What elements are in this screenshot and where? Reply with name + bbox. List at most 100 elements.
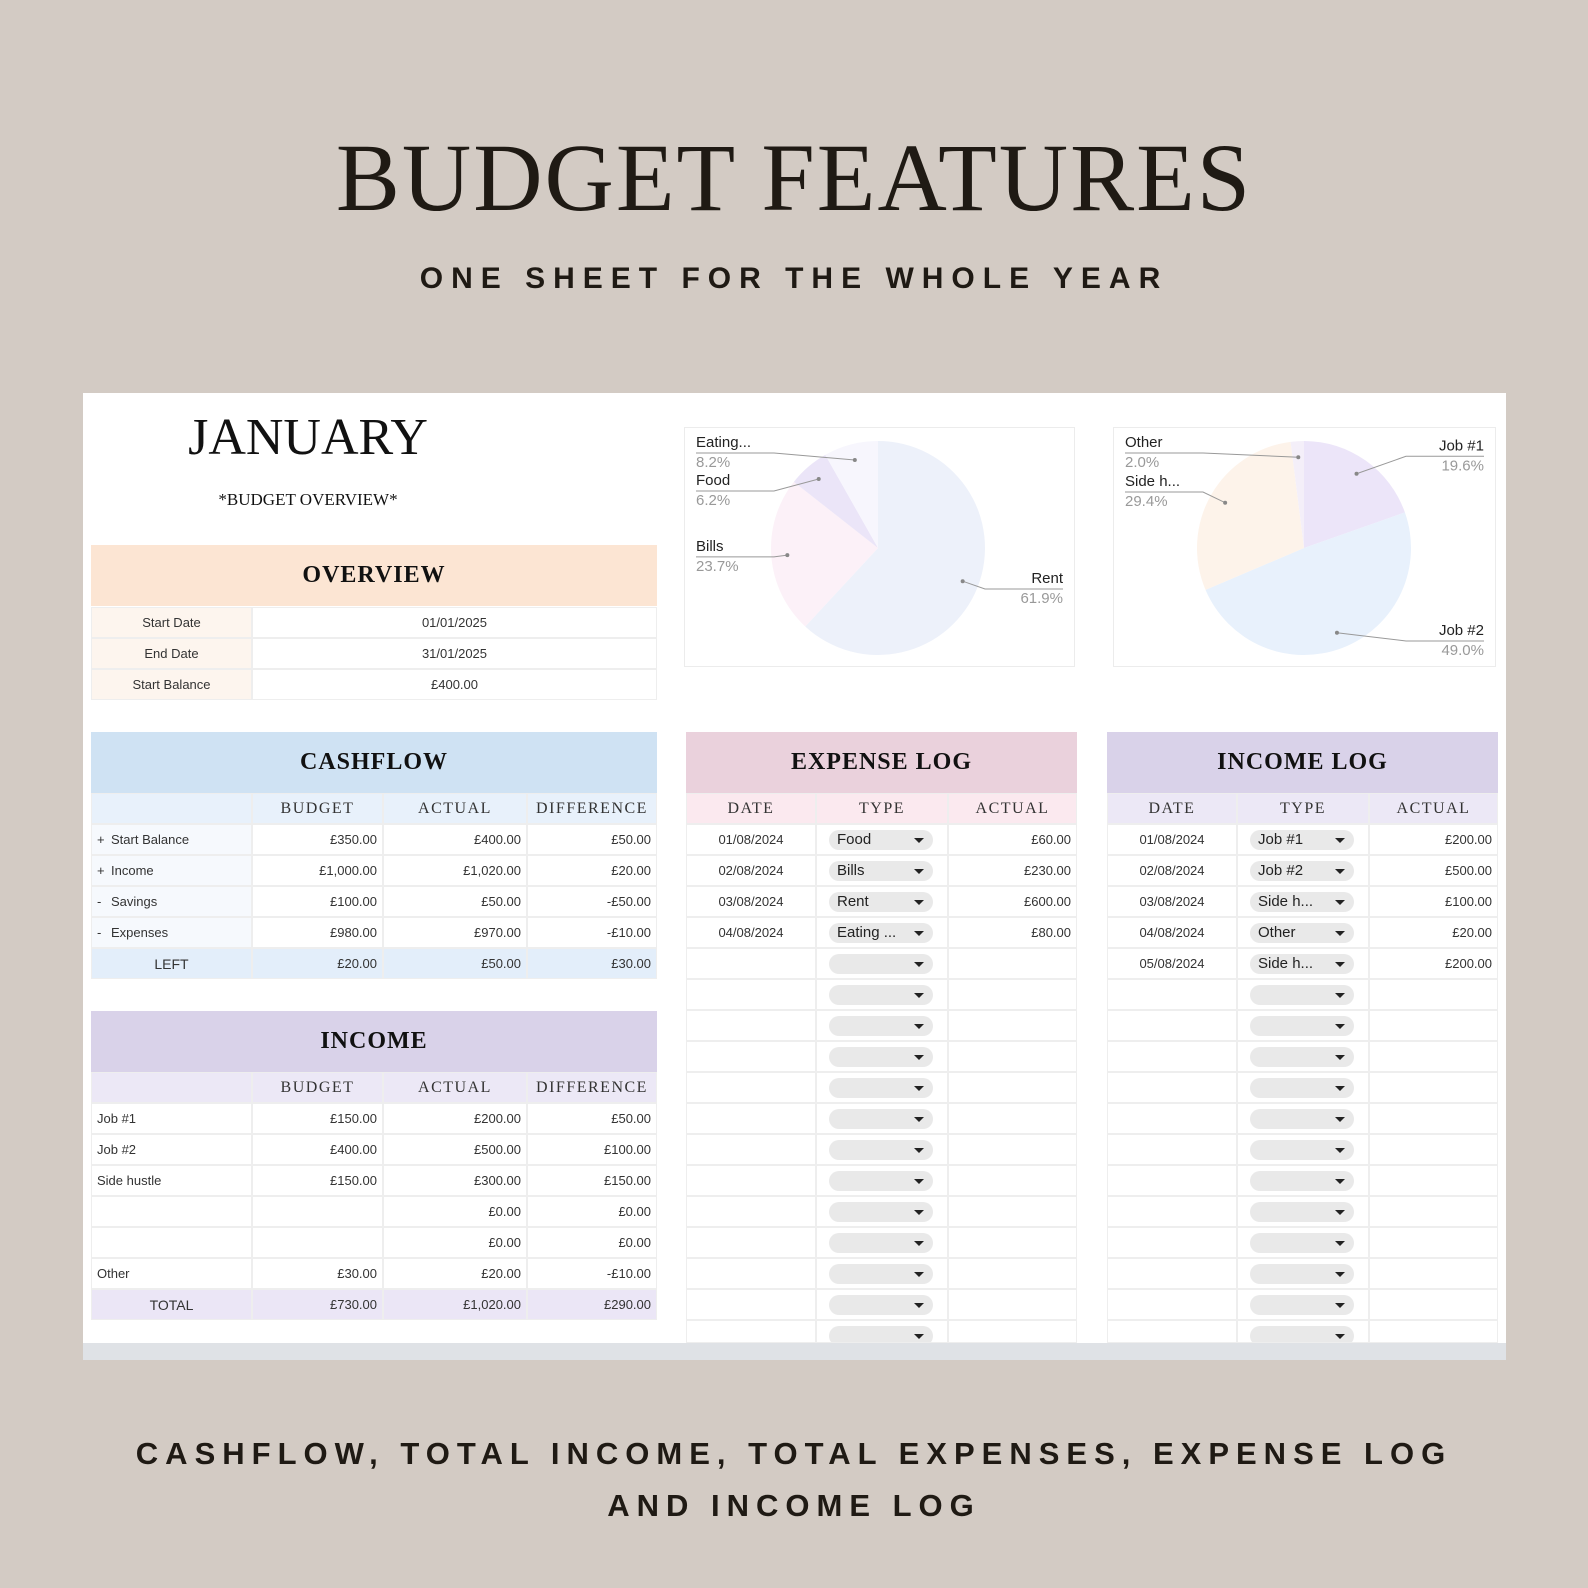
type-dropdown[interactable]	[1250, 1171, 1354, 1191]
row-label: + Income	[91, 855, 252, 886]
row-value: £400.00	[383, 824, 527, 855]
type-dropdown[interactable]	[1250, 1016, 1354, 1036]
type-dropdown[interactable]	[829, 1326, 933, 1342]
type-dropdown[interactable]	[829, 1078, 933, 1098]
type-dropdown[interactable]	[829, 1202, 933, 1222]
row-label: - Savings	[91, 886, 252, 917]
type-dropdown[interactable]	[1250, 1326, 1354, 1342]
log-date: 02/08/2024	[1107, 855, 1237, 886]
row-label-text: Income	[111, 863, 154, 878]
row-value: £0.00	[527, 1196, 657, 1227]
type-dropdown[interactable]	[829, 985, 933, 1005]
log-actual	[948, 1289, 1077, 1320]
dropdown-value: Job #2	[1258, 862, 1304, 879]
pie-slice	[1205, 512, 1411, 656]
row-value: £150.00	[252, 1165, 383, 1196]
log-type	[1237, 1165, 1369, 1196]
dropdown-arrow	[1335, 962, 1345, 967]
type-dropdown[interactable]	[1250, 1295, 1354, 1315]
log-actual	[948, 979, 1077, 1010]
dropdown-arrow	[1335, 931, 1345, 936]
leader-line	[696, 554, 788, 558]
type-dropdown[interactable]	[829, 1264, 933, 1284]
log-date	[686, 1289, 816, 1320]
dropdown-arrow	[1335, 993, 1345, 998]
type-dropdown[interactable]	[829, 1233, 933, 1253]
type-dropdown[interactable]: Food	[829, 830, 933, 850]
row-sign: -	[97, 894, 102, 909]
overview-value: 01/01/2025	[252, 607, 657, 638]
slice-label: Job #2	[1439, 622, 1484, 639]
type-dropdown[interactable]	[829, 1109, 933, 1129]
dropdown-arrow	[914, 1272, 924, 1277]
pie-slice	[805, 441, 985, 655]
log-actual	[1369, 1320, 1498, 1343]
dropdown-arrow	[914, 900, 924, 905]
log-type	[816, 1258, 948, 1289]
log-type: Bills	[816, 855, 948, 886]
type-dropdown[interactable]	[829, 1047, 933, 1067]
log-actual	[948, 1041, 1077, 1072]
type-dropdown[interactable]: Bills	[829, 861, 933, 881]
log-actual: £20.00	[1369, 917, 1498, 948]
type-dropdown[interactable]: Eating ...	[829, 923, 933, 943]
column-header: DIFFERENCE	[527, 793, 657, 824]
section-title: CASHFLOW	[91, 732, 657, 793]
row-value: £300.00	[383, 1165, 527, 1196]
log-date	[686, 1041, 816, 1072]
log-date	[1107, 1072, 1237, 1103]
log-date: 01/08/2024	[1107, 824, 1237, 855]
log-date	[1107, 1258, 1237, 1289]
dropdown-arrow	[1335, 1303, 1345, 1308]
type-dropdown[interactable]: Side h...	[1250, 892, 1354, 912]
type-dropdown[interactable]	[829, 1295, 933, 1315]
type-dropdown[interactable]	[1250, 1109, 1354, 1129]
type-dropdown[interactable]	[829, 1016, 933, 1036]
slice-label: Other	[1125, 434, 1163, 451]
type-dropdown[interactable]	[1250, 1047, 1354, 1067]
type-dropdown[interactable]	[829, 1171, 933, 1191]
type-dropdown[interactable]	[1250, 1202, 1354, 1222]
type-dropdown[interactable]	[1250, 1140, 1354, 1160]
row-value: £200.00	[383, 1103, 527, 1134]
row-value: £30.00	[252, 1258, 383, 1289]
log-actual: £100.00	[1369, 886, 1498, 917]
row-label: Job #1	[91, 1103, 252, 1134]
log-actual	[1369, 1196, 1498, 1227]
type-dropdown[interactable]	[1250, 1078, 1354, 1098]
dropdown-value: Rent	[837, 893, 869, 910]
leader-line	[1125, 491, 1226, 504]
type-dropdown[interactable]	[829, 1140, 933, 1160]
dropdown-arrow	[1335, 1179, 1345, 1184]
log-actual	[948, 1103, 1077, 1134]
dropdown-arrow	[914, 1241, 924, 1246]
type-dropdown[interactable]	[1250, 1233, 1354, 1253]
pie-chart: Rent 61.9% Bills 23.7% Food 6.2% Eating... 8.2%	[684, 427, 1075, 667]
type-dropdown[interactable]	[1250, 1264, 1354, 1284]
type-dropdown[interactable]: Job #1	[1250, 830, 1354, 850]
row-label: Side hustle	[91, 1165, 252, 1196]
sheet-subtitle: *BUDGET OVERVIEW*	[218, 490, 398, 509]
log-date: 04/08/2024	[1107, 917, 1237, 948]
dropdown-arrow	[1335, 1117, 1345, 1122]
log-actual: £600.00	[948, 886, 1077, 917]
row-value: £50.00	[527, 1103, 657, 1134]
type-dropdown[interactable]: Rent	[829, 892, 933, 912]
type-dropdown[interactable]: Side h...	[1250, 954, 1354, 974]
log-actual	[948, 1165, 1077, 1196]
log-date	[686, 1134, 816, 1165]
log-actual	[948, 1320, 1077, 1343]
type-dropdown[interactable]: Other	[1250, 923, 1354, 943]
type-dropdown[interactable]	[829, 954, 933, 974]
dropdown-arrow	[914, 1117, 924, 1122]
log-type	[816, 1227, 948, 1258]
dropdown-arrow	[914, 962, 924, 967]
slice-label: Job #1	[1439, 437, 1484, 454]
row-value: -£10.00	[527, 917, 657, 948]
type-dropdown[interactable]: Job #2	[1250, 861, 1354, 881]
type-dropdown[interactable]	[1250, 985, 1354, 1005]
log-type	[816, 1196, 948, 1227]
log-type	[1237, 1258, 1369, 1289]
log-actual	[948, 1227, 1077, 1258]
